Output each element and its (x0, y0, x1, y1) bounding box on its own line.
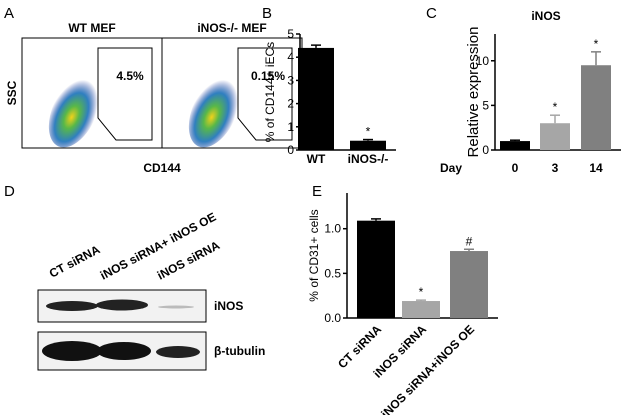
panel-letter: E (312, 183, 322, 200)
significance-label: * (419, 285, 424, 299)
y-tick-label: 1.0 (324, 222, 341, 236)
bar (581, 65, 611, 150)
y-axis-label: Relative expression (465, 27, 482, 158)
x-tick-label: 3 (552, 161, 559, 175)
x-tick-label: WT (307, 152, 326, 166)
plot-title: iNOS-/- MEF (197, 21, 266, 35)
gate-label: 4.5% (116, 69, 144, 83)
x-tick-label: 14 (589, 161, 603, 175)
gate-label: 0.15% (251, 69, 285, 83)
band (96, 299, 148, 311)
significance-label: * (553, 100, 558, 114)
bar (350, 140, 386, 150)
band (156, 346, 200, 358)
density-cloud (48, 72, 102, 148)
y-axis-label: % of CD144+ iECs (263, 42, 277, 142)
y-axis-label: % of CD31+ cells (307, 209, 321, 301)
significance-label: * (366, 125, 371, 139)
y-tick-label: 5 (482, 98, 489, 112)
panel-d: D CT siRNA iNOS siRNA+ iNOS OE iNOS siRN… (4, 183, 265, 371)
panel-letter: D (4, 183, 15, 200)
panel-letter: C (426, 5, 437, 22)
x-tick-label: 0 (512, 161, 519, 175)
band-label: iNOS (214, 299, 243, 313)
y-tick-label: 3 (287, 73, 294, 87)
x-axis-label: CD144 (143, 161, 181, 175)
y-tick-label: 0 (287, 143, 294, 157)
y-tick-label: 0.0 (324, 311, 341, 325)
x-axis-label: Day (440, 161, 462, 175)
gate (237, 47, 293, 141)
significance-label: * (594, 37, 599, 51)
bar (500, 141, 530, 150)
band (97, 342, 151, 360)
band (42, 341, 102, 361)
y-axis-label: SSC (5, 80, 19, 105)
y-tick-label: 0.5 (324, 266, 341, 280)
significance-label: # (466, 234, 473, 248)
panel-a: A WT MEF iNOS-/- MEF 4.5% 0.15% SSC CD14… (4, 5, 303, 175)
x-tick-label: iNOS-/- (348, 152, 389, 166)
chart-title: iNOS (531, 9, 560, 23)
panel-letter: B (262, 5, 272, 22)
y-tick-label: 4 (287, 50, 294, 64)
bar (450, 251, 488, 318)
y-tick-label: 2 (287, 97, 294, 111)
plot-title: WT MEF (68, 21, 115, 35)
y-tick-label: 0 (482, 143, 489, 157)
band (158, 305, 194, 309)
lane-label: CT siRNA (47, 242, 103, 280)
band (46, 301, 98, 311)
band-label: β-tubulin (214, 344, 265, 358)
y-tick-label: 1 (287, 120, 294, 134)
bar (298, 47, 334, 150)
bar (402, 301, 440, 318)
bar (540, 123, 570, 150)
y-tick-label: 10 (476, 54, 490, 68)
bar (357, 220, 395, 318)
density-cloud (188, 72, 242, 148)
y-tick-label: 5 (287, 27, 294, 41)
x-tick-label: iNOS siRNA+iNOS OE (378, 322, 477, 415)
panel-letter: A (4, 5, 14, 22)
gate (97, 47, 153, 141)
